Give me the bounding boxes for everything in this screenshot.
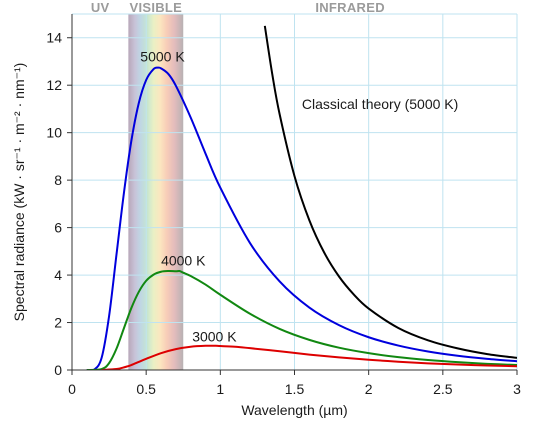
axes <box>67 14 518 375</box>
x-tick-label: 2.5 <box>433 381 453 397</box>
x-tick-label: 0 <box>68 381 76 397</box>
region-label-uv: UV <box>91 0 110 15</box>
y-tick-label: 6 <box>54 220 62 236</box>
series-line-classical-theory-5000-k <box>263 25 517 359</box>
x-tick-labels: 0 0.5 1 1.5 2 2.5 3 <box>68 381 521 397</box>
x-tick-label: 3 <box>513 381 521 397</box>
y-axis-title: Spectral radiance (kW · sr⁻¹ · m⁻² · nm⁻… <box>11 63 27 322</box>
region-label-visible: VISIBLE <box>129 0 182 15</box>
y-tick-label: 2 <box>54 315 62 331</box>
y-tick-label: 12 <box>46 77 62 93</box>
y-tick-label: 8 <box>54 172 62 188</box>
curve-labels: 5000 K 4000 K 3000 K Classical theory (5000… <box>140 48 458 344</box>
curve-label-classical-theory-5000-k: Classical theory (5000 K) <box>302 96 458 112</box>
y-tick-label: 0 <box>54 362 62 378</box>
spectrum-region-labels: UV VISIBLE INFRARED <box>91 0 385 15</box>
curve-label-5000-k: 5000 K <box>140 48 185 64</box>
visible-spectrum-band <box>128 14 184 370</box>
y-tick-labels: 0 2 4 6 8 10 12 14 <box>46 30 62 378</box>
y-tick-label: 14 <box>46 30 62 46</box>
x-tick-label: 1 <box>216 381 224 397</box>
curve-label-4000-k: 4000 K <box>161 253 206 269</box>
series-line-3000-k <box>101 344 517 370</box>
x-tick-label: 0.5 <box>136 381 156 397</box>
x-tick-label: 1.5 <box>285 381 305 397</box>
curves <box>86 25 517 370</box>
x-tick-label: 2 <box>365 381 373 397</box>
x-axis-title: Wavelength (µm) <box>241 402 347 418</box>
region-label-infrared: INFRARED <box>315 0 385 15</box>
series-line-5000-k <box>86 66 517 370</box>
grid-lines <box>72 13 518 370</box>
y-tick-label: 10 <box>46 125 62 141</box>
series-line-4000-k <box>86 269 517 370</box>
curve-label-3000-k: 3000 K <box>192 329 237 345</box>
y-tick-label: 4 <box>54 267 62 283</box>
